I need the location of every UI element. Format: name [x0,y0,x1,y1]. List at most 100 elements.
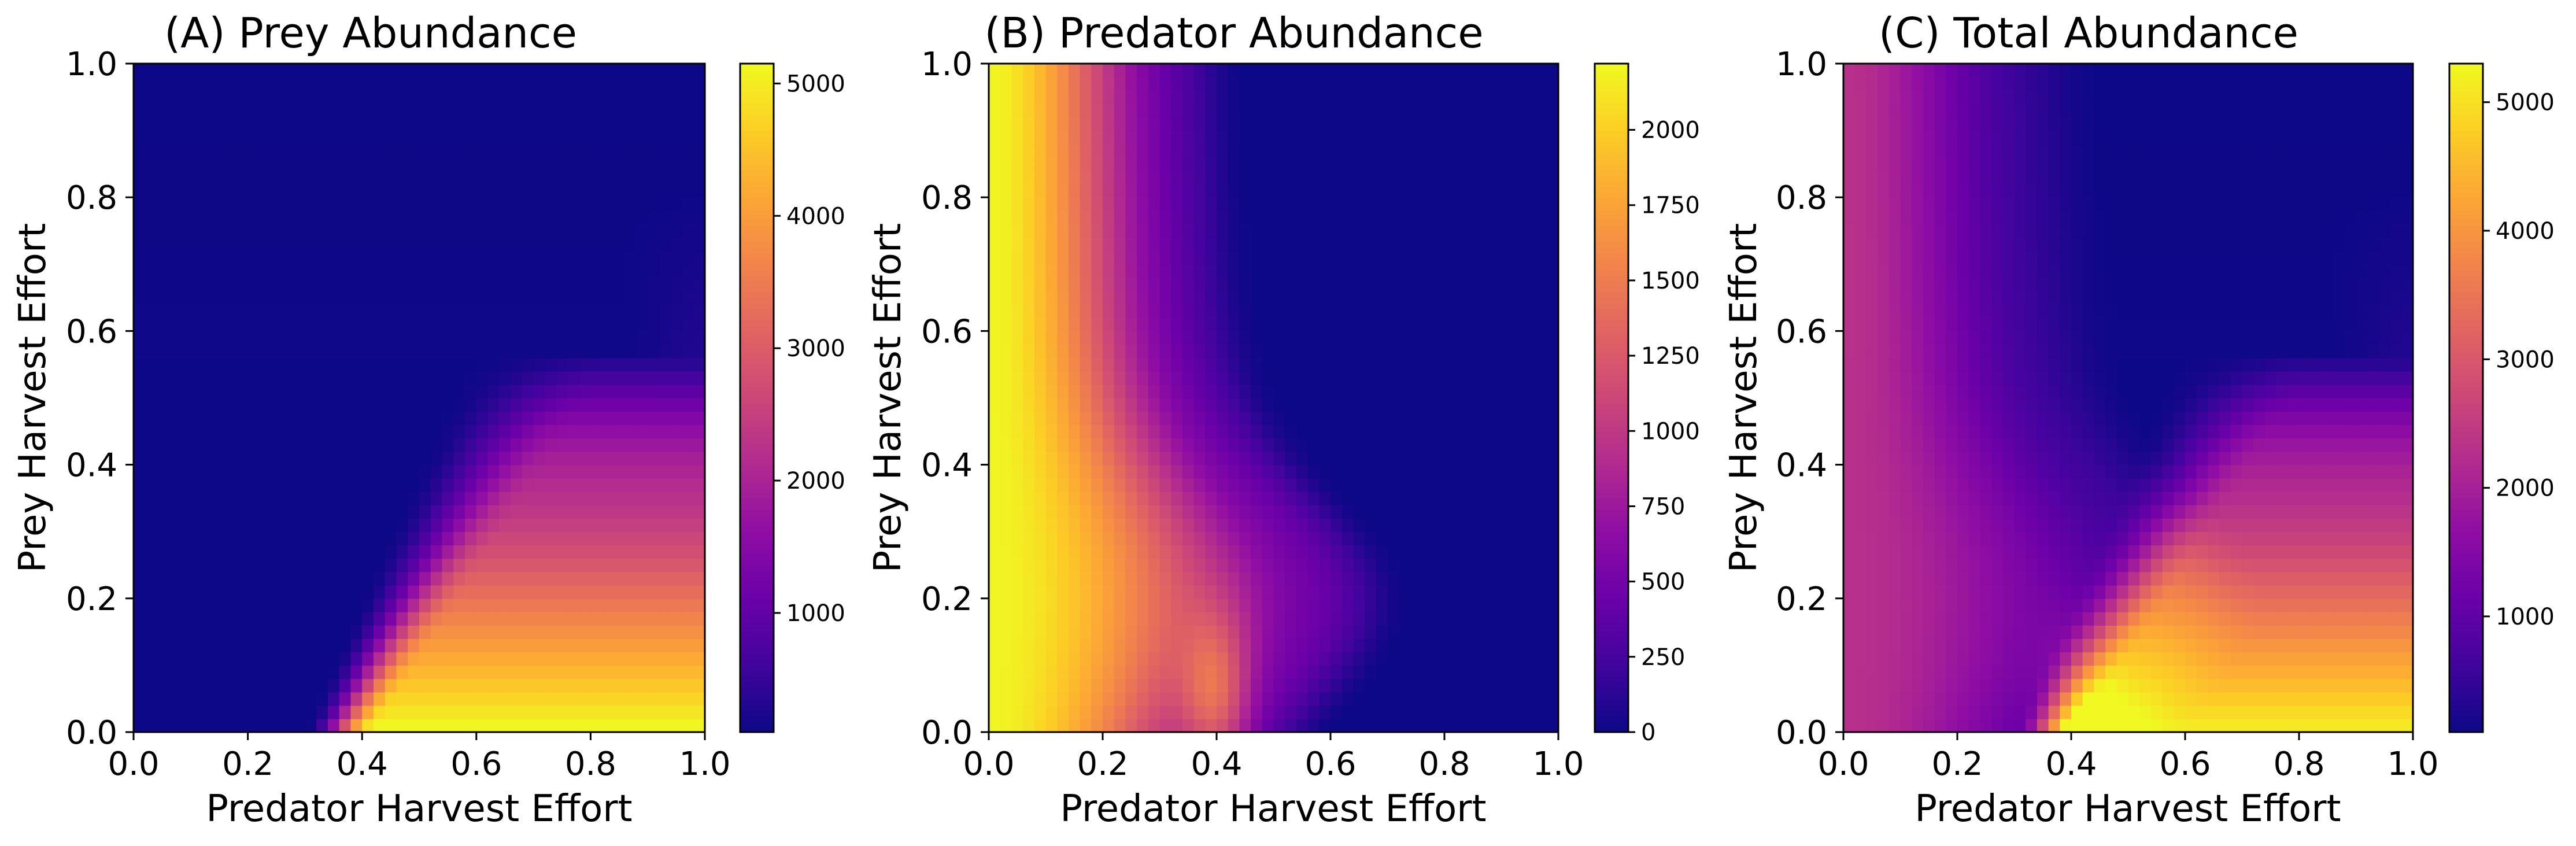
heatmap-cell [533,625,546,639]
heatmap-cell [602,464,614,479]
heatmap-cell [511,250,523,265]
heatmap-cell [648,90,660,105]
heatmap-cell [1319,718,1331,733]
heatmap-cell [1000,571,1012,586]
heatmap-cell [511,678,523,693]
heatmap-cell [168,117,180,131]
heatmap-cell [1239,384,1251,398]
heatmap-cell [1262,518,1274,532]
heatmap-cell [1159,277,1171,291]
heatmap-cell [659,277,671,291]
heatmap-cell [476,464,489,479]
heatmap-cell [1228,545,1240,559]
heatmap-cell [1330,384,1343,398]
heatmap-cell [373,250,386,265]
heatmap-cell [693,291,705,305]
heatmap-cell [1353,130,1365,145]
heatmap-cell [1501,143,1513,158]
heatmap-cell [430,130,443,145]
heatmap-cell [1365,652,1377,666]
heatmap-cell [442,371,454,385]
colorbar-segment [740,559,774,566]
heatmap-cell [1011,170,1023,184]
heatmap-cell [624,545,637,559]
heatmap-cell [316,451,328,466]
heatmap-cell [989,652,1001,666]
heatmap-cell [1193,224,1206,238]
heatmap-cell [305,130,317,145]
heatmap-cell [1547,170,1559,184]
heatmap-cell [1171,585,1183,599]
heatmap-cell [1262,638,1274,653]
heatmap-cell [1376,478,1388,492]
heatmap-cell [545,504,557,519]
heatmap-cell [465,451,477,466]
heatmap-cell [1057,237,1069,252]
heatmap-cell [1251,692,1263,706]
heatmap-cell [1341,371,1354,385]
heatmap-cell [636,558,648,572]
heatmap-cell [362,371,374,385]
heatmap-cell [179,210,191,225]
heatmap-cell [545,331,557,345]
heatmap-cell [1535,250,1548,265]
colorbar-segment [740,654,774,660]
heatmap-cell [1057,652,1069,666]
heatmap-cell [499,357,511,372]
heatmap-cell [1467,464,1479,479]
heatmap-cell [225,718,237,733]
heatmap-cell [602,64,614,77]
heatmap-cell [1091,184,1103,198]
heatmap-cell [1262,464,1274,479]
heatmap-cell [1034,143,1047,158]
colorbar-segment [740,242,774,248]
heatmap-cell [624,705,637,719]
heatmap-cell [316,331,328,345]
heatmap-cell [556,464,568,479]
heatmap-cell [1182,652,1195,666]
heatmap-cell [624,692,637,706]
heatmap-cell [1137,692,1149,706]
heatmap-cell [1011,585,1023,599]
heatmap-cell [1251,638,1263,653]
heatmap-cell [1490,705,1502,719]
heatmap-cell [213,197,226,212]
heatmap-cell [1365,705,1377,719]
heatmap-cell [1251,491,1263,505]
heatmap-cell [259,384,271,398]
heatmap-cell [1285,424,1297,439]
heatmap-cell [247,304,260,319]
heatmap-cell [385,585,397,599]
heatmap-cell [225,184,237,198]
heatmap-cell [282,64,294,77]
heatmap-cell [1376,224,1388,238]
heatmap-cell [396,692,409,706]
heatmap-cell [1034,117,1047,131]
heatmap-cell [1251,344,1263,359]
heatmap-cell [682,117,694,131]
heatmap-cell [1114,652,1126,666]
heatmap-cell [430,545,443,559]
heatmap-cell [1479,611,1491,626]
heatmap-cell [350,117,363,131]
heatmap-cell [476,304,489,319]
heatmap-cell [693,197,705,212]
heatmap-cell [134,210,146,225]
heatmap-cell [465,331,477,345]
heatmap-cell [465,357,477,372]
heatmap-cell [602,504,614,519]
colorbar-segment [740,364,774,371]
heatmap-cell [430,598,443,612]
heatmap-cell [648,464,660,479]
heatmap-cell [682,638,694,653]
heatmap-cell [511,384,523,398]
heatmap-cell [1000,197,1012,212]
heatmap-cell [1376,304,1388,319]
heatmap-cell [545,652,557,666]
heatmap-cell [590,411,603,426]
heatmap-cell [1285,611,1297,626]
heatmap-cell [682,237,694,252]
heatmap-cell [545,598,557,612]
heatmap-cell [1285,130,1297,145]
heatmap-cell [236,344,249,359]
